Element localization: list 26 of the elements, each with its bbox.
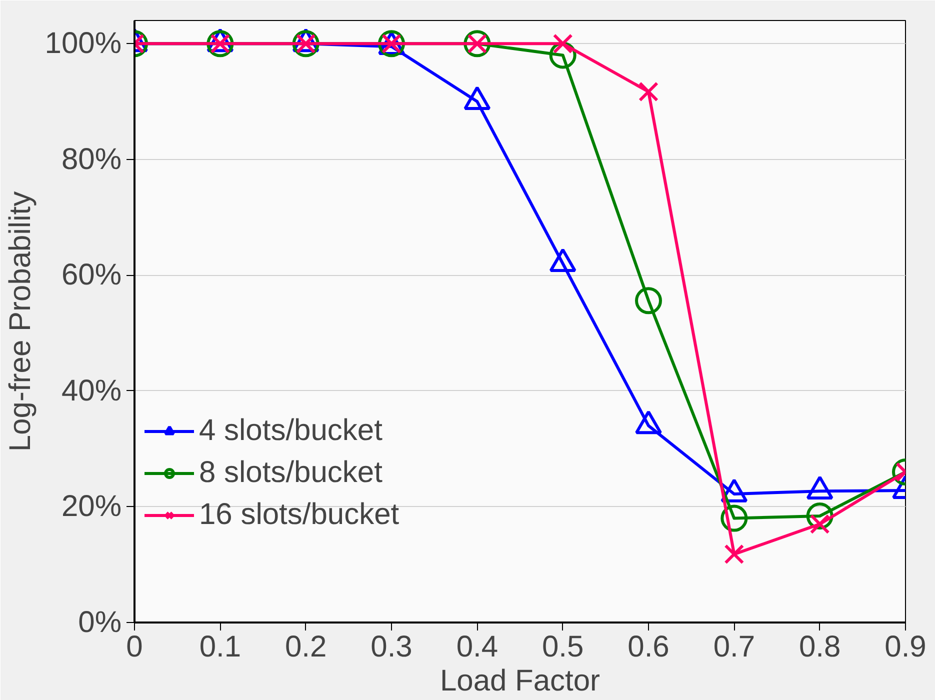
x-tick-label: 0.4 bbox=[456, 630, 498, 664]
x-tick-label: 0.3 bbox=[370, 630, 412, 664]
x-tick-label: 0.9 bbox=[884, 630, 926, 664]
y-tick-label: 40% bbox=[61, 374, 122, 408]
x-tick-label: 0.8 bbox=[798, 630, 841, 664]
y-tick-label: 100% bbox=[44, 27, 122, 60]
point bbox=[720, 504, 748, 532]
x-tick-label: 0.1 bbox=[199, 630, 242, 664]
y-tick-label: 60% bbox=[61, 258, 122, 292]
point bbox=[724, 544, 744, 564]
x-axis-title: Load Factor bbox=[440, 664, 600, 698]
x-tick-label: 0.5 bbox=[542, 630, 584, 664]
y-tick-label: 80% bbox=[61, 142, 122, 176]
x-tick-label: 0.7 bbox=[713, 630, 756, 664]
point bbox=[638, 82, 658, 102]
x-tick-label: 0.2 bbox=[284, 630, 327, 664]
legend-label: 16 slots/bucket bbox=[199, 498, 400, 532]
legend-label: 8 slots/bucket bbox=[199, 456, 382, 490]
y-tick-label: 0% bbox=[78, 606, 122, 639]
x-tick-label: 0.6 bbox=[628, 630, 670, 664]
legend-label: 4 slots/bucket bbox=[199, 414, 382, 448]
point bbox=[635, 287, 662, 314]
y-tick-label: 20% bbox=[61, 490, 122, 524]
point bbox=[552, 34, 573, 54]
y-axis-title: Log-free Probability bbox=[4, 191, 37, 452]
x-tick-label: 0 bbox=[126, 630, 143, 664]
